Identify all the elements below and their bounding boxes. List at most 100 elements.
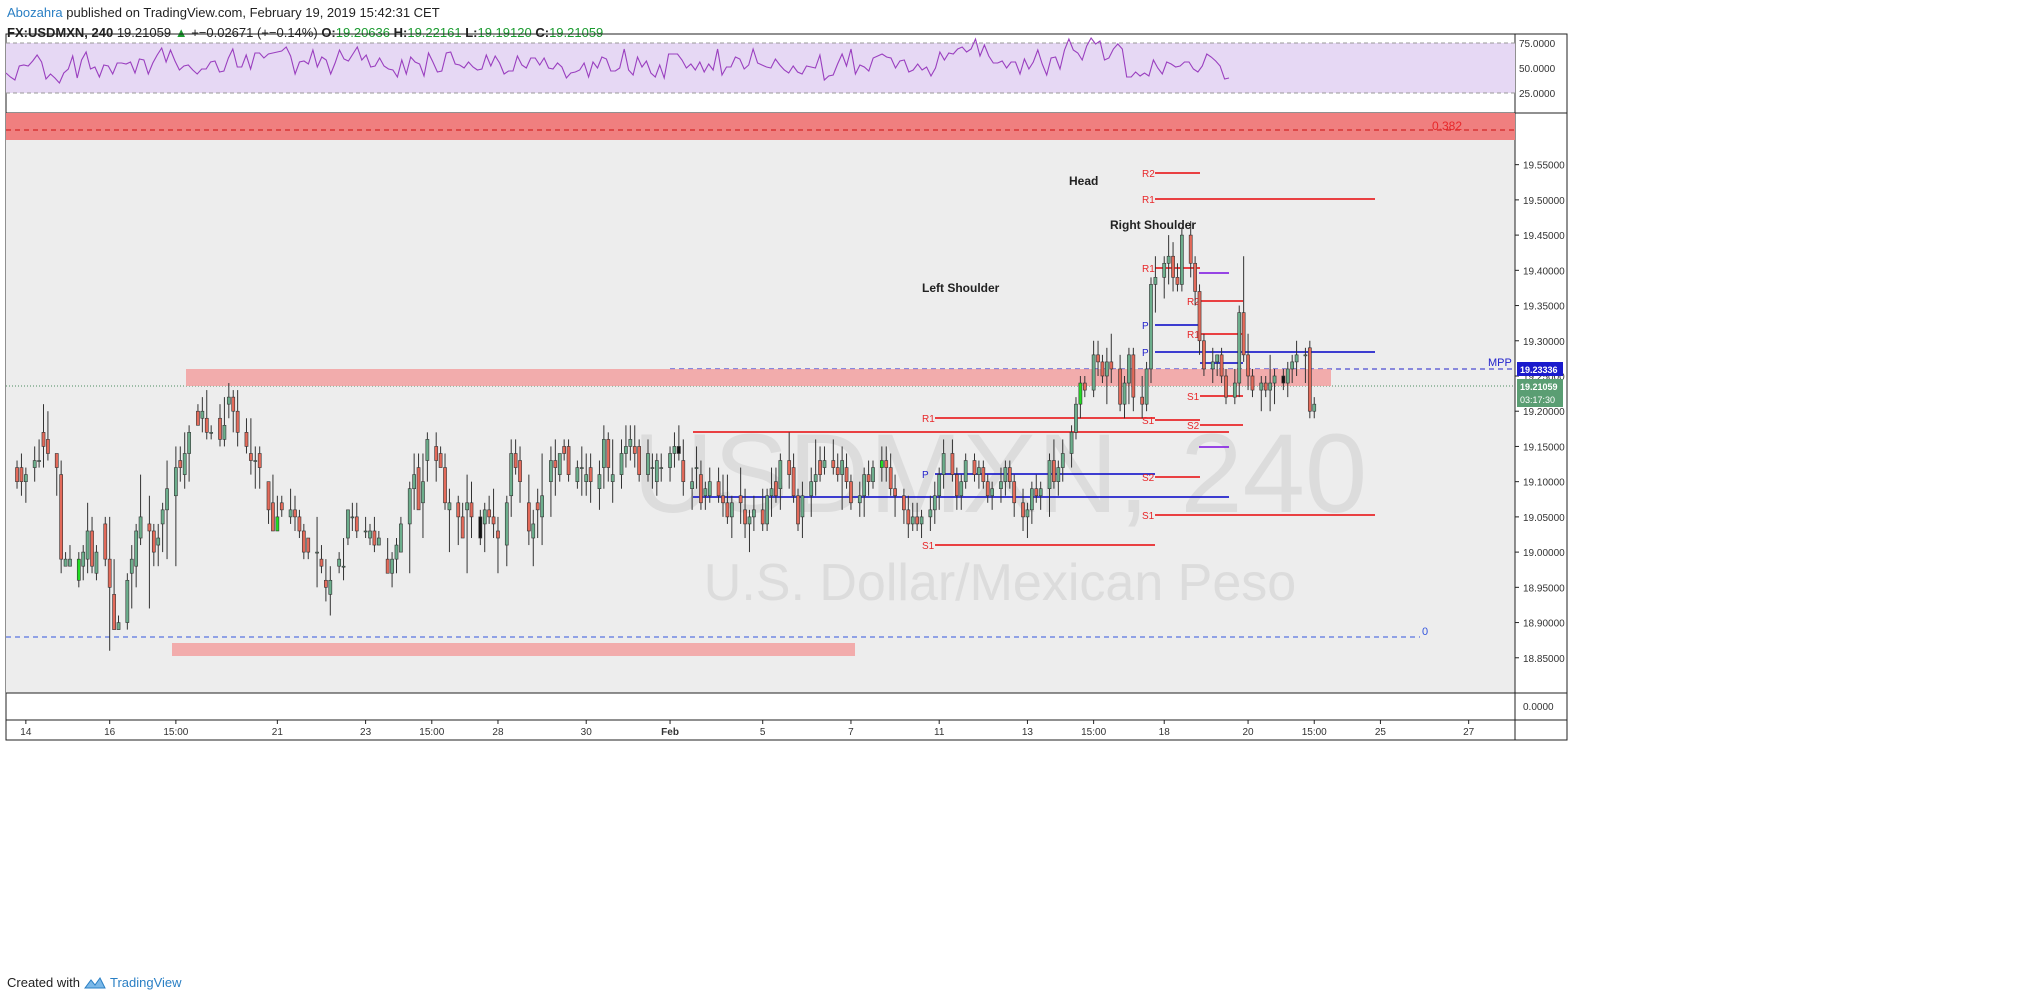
symbol-label: FX:USDMXN, 240 xyxy=(7,25,114,40)
ohlc-line: FX:USDMXN, 240 19.21059 ▲ +−0.02671 (+−0… xyxy=(7,23,603,43)
candle-body xyxy=(32,460,37,468)
candle-body xyxy=(116,622,121,630)
candle-body xyxy=(1144,368,1149,405)
resistance-zone xyxy=(186,369,1331,386)
candle-body xyxy=(1285,368,1290,384)
candle-body xyxy=(787,460,792,475)
time-tick-label: 27 xyxy=(1463,727,1475,738)
candle-body xyxy=(478,516,483,539)
time-tick-label: 15:00 xyxy=(163,727,188,738)
pivot-s2-day2-label: S2 xyxy=(1187,421,1200,432)
candle-body xyxy=(1246,354,1250,377)
candle-body xyxy=(297,516,302,532)
candle-body xyxy=(1294,354,1299,363)
candle-body xyxy=(315,551,319,554)
candle-body xyxy=(527,502,531,532)
chart-frame: 0.382 0 xyxy=(5,33,1568,741)
candle-body xyxy=(884,460,889,468)
pivot-levels: S1 R1 P R1 R2 S1 R1 S2 S1 P P R2 R1 S1 S2 xyxy=(693,169,1375,552)
candle-body xyxy=(174,467,178,497)
candle-body xyxy=(68,558,72,567)
high-label: H: xyxy=(393,25,408,40)
pivot-s1-day-label: S1 xyxy=(1142,416,1155,427)
candle-body xyxy=(1171,255,1175,278)
candle-body xyxy=(1215,354,1220,363)
candle-body xyxy=(231,396,236,412)
tradingview-link[interactable]: TradingView xyxy=(109,975,182,990)
candle-body xyxy=(1232,382,1237,398)
mpp-price-tag-text: 19.23336 xyxy=(1520,365,1558,375)
candle-body xyxy=(637,446,642,475)
candle-body xyxy=(482,509,487,525)
candle-body xyxy=(672,446,677,454)
open-label: O: xyxy=(321,25,336,40)
candle-body xyxy=(1250,375,1255,391)
candle-body xyxy=(619,453,624,475)
candle-body xyxy=(985,481,990,497)
candle-body xyxy=(902,495,906,511)
candle-body xyxy=(1259,382,1264,391)
candle-body xyxy=(129,558,134,574)
candle-body xyxy=(376,537,381,546)
candle-body xyxy=(955,474,959,497)
candle-body xyxy=(1175,277,1180,285)
candle-body xyxy=(1268,382,1272,391)
candle-body xyxy=(257,453,262,468)
bar-countdown-text: 03:17:30 xyxy=(1520,395,1555,405)
candle-body xyxy=(1034,488,1039,497)
candle-body xyxy=(509,453,514,497)
candle-body xyxy=(835,467,840,475)
candle-body xyxy=(46,439,50,454)
candle-body xyxy=(394,544,399,560)
candle-body xyxy=(690,481,694,490)
candle-body xyxy=(1096,354,1100,363)
candle-body xyxy=(1047,460,1052,490)
candle-body xyxy=(1109,361,1114,370)
main-pane-bg xyxy=(6,113,1515,693)
candle-body xyxy=(1303,354,1308,357)
author-link[interactable]: Abozahra xyxy=(7,5,63,20)
candle-body xyxy=(932,495,937,511)
candle-body xyxy=(107,558,112,588)
publish-line: Abozahra published on TradingView.com, F… xyxy=(7,3,603,23)
candle-body xyxy=(54,453,59,468)
candle-body xyxy=(818,460,822,475)
pivot-r2-week2-label: R2 xyxy=(1142,169,1155,180)
time-tick-label: 15:00 xyxy=(1081,727,1106,738)
candle-body xyxy=(1105,361,1109,377)
candle-body xyxy=(906,509,911,525)
candle-body xyxy=(694,467,699,469)
candle-body xyxy=(447,502,452,511)
time-tick-label: 13 xyxy=(1022,727,1034,738)
candle-body xyxy=(1219,354,1224,377)
candle-body xyxy=(434,446,439,461)
candle-body xyxy=(513,453,518,468)
candle-body xyxy=(791,467,796,497)
candle-body xyxy=(204,417,209,433)
candle-body xyxy=(63,558,68,567)
right-shoulder-label: Right Shoulder xyxy=(1110,218,1196,232)
candle-body xyxy=(752,509,756,518)
candle-body xyxy=(760,509,765,525)
price-tick-label: 19.15000 xyxy=(1523,442,1565,453)
candle-body xyxy=(354,516,359,532)
candle-body xyxy=(518,460,522,482)
candle-body xyxy=(1307,347,1312,412)
candle-body xyxy=(1003,467,1008,482)
high-value: 19.22161 xyxy=(407,25,462,40)
candle-body xyxy=(822,460,827,468)
candle-body xyxy=(1012,481,1017,504)
time-tick-label: 5 xyxy=(760,727,766,738)
left-shoulder-label: Left Shoulder xyxy=(922,281,1000,295)
candle-body xyxy=(990,488,994,497)
pivot-s1-week1-label: S1 xyxy=(922,541,935,552)
candle-body xyxy=(218,417,222,440)
candle-body xyxy=(138,516,143,539)
candle-body xyxy=(1038,488,1043,497)
rsi-tick-label: 25.0000 xyxy=(1519,89,1556,100)
price-tick-label: 18.85000 xyxy=(1523,654,1565,665)
candle-body xyxy=(809,481,814,497)
candle-body xyxy=(372,530,377,546)
candle-body xyxy=(1074,403,1078,433)
